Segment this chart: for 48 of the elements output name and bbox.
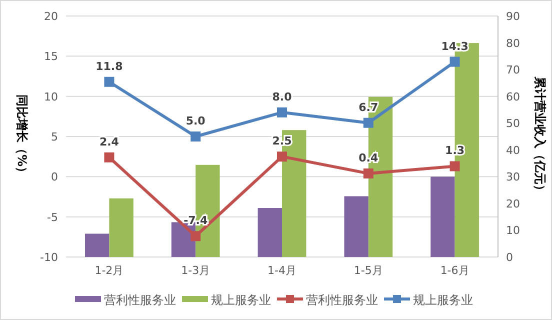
y2-tick-label: 30 bbox=[506, 170, 520, 184]
point bbox=[363, 118, 374, 128]
data-label: 5.0 bbox=[186, 114, 206, 128]
y-tick-label: -5 bbox=[47, 210, 58, 224]
y2-tick-label: 90 bbox=[506, 10, 520, 23]
point bbox=[363, 168, 374, 178]
point bbox=[277, 152, 287, 162]
y2-tick-label: 70 bbox=[506, 64, 520, 77]
y2-axis-title: 累计营业收入（亿元） bbox=[533, 76, 547, 196]
point bbox=[190, 132, 201, 142]
y2-tick-label: 20 bbox=[506, 197, 520, 210]
y-axis-title: 同比增长（%） bbox=[15, 94, 29, 179]
data-label: 2.4 bbox=[99, 135, 120, 148]
x-tick-label: 1-4月 bbox=[268, 264, 296, 277]
point bbox=[104, 152, 114, 162]
point bbox=[190, 231, 201, 242]
y2-tick-label: 60 bbox=[506, 90, 520, 104]
y-tick-label: 20 bbox=[44, 10, 58, 23]
legend-label: 规上服务业 bbox=[413, 293, 473, 307]
point bbox=[450, 56, 460, 67]
y-tick-label: 10 bbox=[44, 90, 58, 104]
data-label: 11.8 bbox=[96, 60, 123, 73]
y2-tick-label: 50 bbox=[506, 117, 520, 130]
legend-label: 营利性服务业 bbox=[104, 293, 176, 307]
legend-label: 营利性服务业 bbox=[306, 293, 378, 307]
data-label: 8.0 bbox=[272, 90, 292, 104]
point bbox=[104, 76, 114, 87]
legend-label: 规上服务业 bbox=[211, 293, 271, 307]
bar bbox=[430, 176, 455, 257]
point bbox=[450, 161, 460, 172]
bar bbox=[258, 208, 282, 257]
point bbox=[277, 107, 287, 118]
bar bbox=[109, 198, 134, 257]
x-tick-label: 1-6月 bbox=[440, 264, 470, 277]
y2-tick-label: 10 bbox=[506, 224, 520, 238]
bar bbox=[85, 234, 110, 257]
bar bbox=[344, 196, 368, 257]
x-tick-label: 1-2月 bbox=[94, 264, 124, 277]
y2-tick-label: 0 bbox=[506, 251, 513, 264]
y2-tick-label: 80 bbox=[506, 36, 520, 50]
y-tick-label: 0 bbox=[51, 170, 58, 184]
y-tick-label: 15 bbox=[44, 50, 58, 64]
y2-tick-label: 40 bbox=[506, 144, 520, 157]
x-tick-label: 1-3月 bbox=[181, 264, 210, 277]
data-label: 2.5 bbox=[272, 134, 292, 148]
y-tick-label: 5 bbox=[51, 130, 58, 144]
y-tick-label: -10 bbox=[40, 251, 58, 264]
x-tick-label: 1-5月 bbox=[354, 264, 383, 277]
